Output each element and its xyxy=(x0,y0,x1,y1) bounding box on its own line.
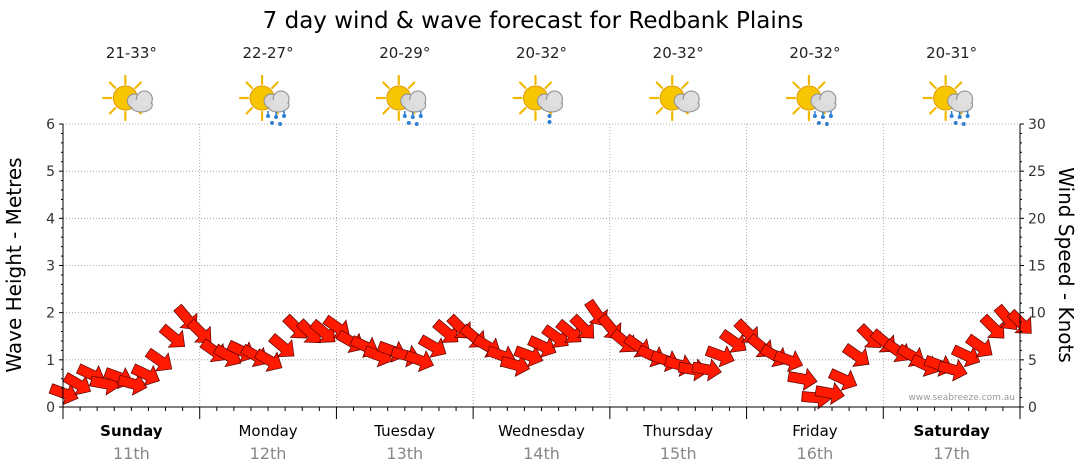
left-axis-label: Wave Height - Metres xyxy=(2,157,26,372)
drizzle-drops xyxy=(547,114,552,124)
wind-arrow xyxy=(48,383,79,406)
left-tick-label: 3 xyxy=(46,259,55,275)
wind-arrow xyxy=(432,318,459,343)
left-tick-label: 2 xyxy=(46,306,55,322)
wind-arrow xyxy=(704,345,735,368)
day-date: 15th xyxy=(660,444,697,463)
day-temp: 20-32° xyxy=(789,44,840,62)
watermark: www.seabreeze.com.au xyxy=(908,393,1015,403)
left-tick-label: 0 xyxy=(46,400,55,416)
right-axis-label: Wind Speed - Knots xyxy=(1054,167,1078,363)
day-date: 13th xyxy=(386,444,423,463)
sun-cloud-rain-icon xyxy=(922,74,974,127)
wind-arrow xyxy=(773,349,804,373)
day-name: Sunday xyxy=(100,422,163,440)
day-temp: 21-33° xyxy=(106,44,157,62)
wind-arrows xyxy=(48,298,1032,410)
wind-arrow xyxy=(691,358,722,382)
chart-title: 7 day wind & wave forecast for Redbank P… xyxy=(263,8,804,34)
wind-arrow xyxy=(404,349,435,373)
day-temp: 20-31° xyxy=(926,44,977,62)
day-date: 11th xyxy=(113,444,150,463)
wind-arrow xyxy=(814,381,845,406)
wind-arrow xyxy=(417,334,447,358)
day-temp: 20-29° xyxy=(379,44,430,62)
wind-arrow xyxy=(158,323,186,348)
wind-arrow xyxy=(979,313,1005,339)
wind-arrow xyxy=(841,343,870,367)
right-tick-label: 30 xyxy=(1028,117,1046,133)
sun-cloud-rain-icon xyxy=(375,74,427,127)
wind-arrow xyxy=(964,333,993,358)
wind-arrow xyxy=(309,318,336,343)
wind-arrow xyxy=(950,344,981,368)
axes: 0 1 2 3 4 5 6 0 5 10 15 20 25 30 xyxy=(46,117,1046,419)
left-tick-label: 5 xyxy=(46,164,55,180)
wind-arrow xyxy=(541,324,569,349)
day-labels: Sunday 11th Monday 12th Tuesday 13th Wednesday… xyxy=(100,422,990,463)
wind-arrow xyxy=(268,333,295,358)
wind-arrow xyxy=(555,318,582,343)
day-name: Saturday xyxy=(913,422,990,440)
day-temp: 22-27° xyxy=(243,44,294,62)
day-name: Friday xyxy=(792,422,838,440)
wind-arrow xyxy=(718,328,747,353)
sun-cloud-rain-icon xyxy=(238,74,290,127)
sun-cloud-drizzle-icon xyxy=(512,74,563,124)
sun-cloud-icon xyxy=(102,74,153,122)
wind-arrow xyxy=(569,313,595,339)
wind-arrow xyxy=(1006,308,1032,334)
sun-cloud-rain-icon xyxy=(785,74,837,127)
day-temp: 20-32° xyxy=(516,44,567,62)
day-name: Monday xyxy=(238,422,297,440)
wind-arrow xyxy=(787,367,818,391)
wind-arrow xyxy=(937,358,968,382)
day-temp: 20-32° xyxy=(653,44,704,62)
right-tick-label: 20 xyxy=(1028,211,1046,227)
left-tick-label: 6 xyxy=(46,117,55,133)
right-tick-label: 15 xyxy=(1028,259,1046,275)
wind-arrow xyxy=(513,345,544,368)
wind-arrow xyxy=(527,335,557,358)
day-date: 17th xyxy=(933,444,970,463)
day-name: Thursday xyxy=(642,422,713,440)
wind-arrow xyxy=(499,354,531,377)
right-tick-label: 5 xyxy=(1028,353,1037,369)
left-tick-label: 4 xyxy=(46,211,55,227)
day-date: 14th xyxy=(523,444,560,463)
right-tick-label: 10 xyxy=(1028,306,1046,322)
wind-arrow xyxy=(117,372,148,396)
right-tick-label: 0 xyxy=(1028,400,1037,416)
wind-arrow xyxy=(144,347,173,372)
grid-lines xyxy=(63,123,1020,408)
day-date: 12th xyxy=(250,444,287,463)
left-tick-label: 1 xyxy=(46,353,55,369)
weather-row: 21-33° 22-27° 20-29° 20-32° 20-32° 20-32° 20-3… xyxy=(102,44,977,127)
sun-cloud-icon xyxy=(649,74,700,122)
wind-arrow xyxy=(827,368,858,391)
day-name: Tuesday xyxy=(373,422,435,440)
wind-arrow xyxy=(130,363,160,387)
wind-arrow xyxy=(253,348,283,372)
day-date: 16th xyxy=(797,444,834,463)
right-tick-label: 25 xyxy=(1028,164,1046,180)
day-name: Wednesday xyxy=(498,422,585,440)
wind-arrow xyxy=(62,372,92,396)
